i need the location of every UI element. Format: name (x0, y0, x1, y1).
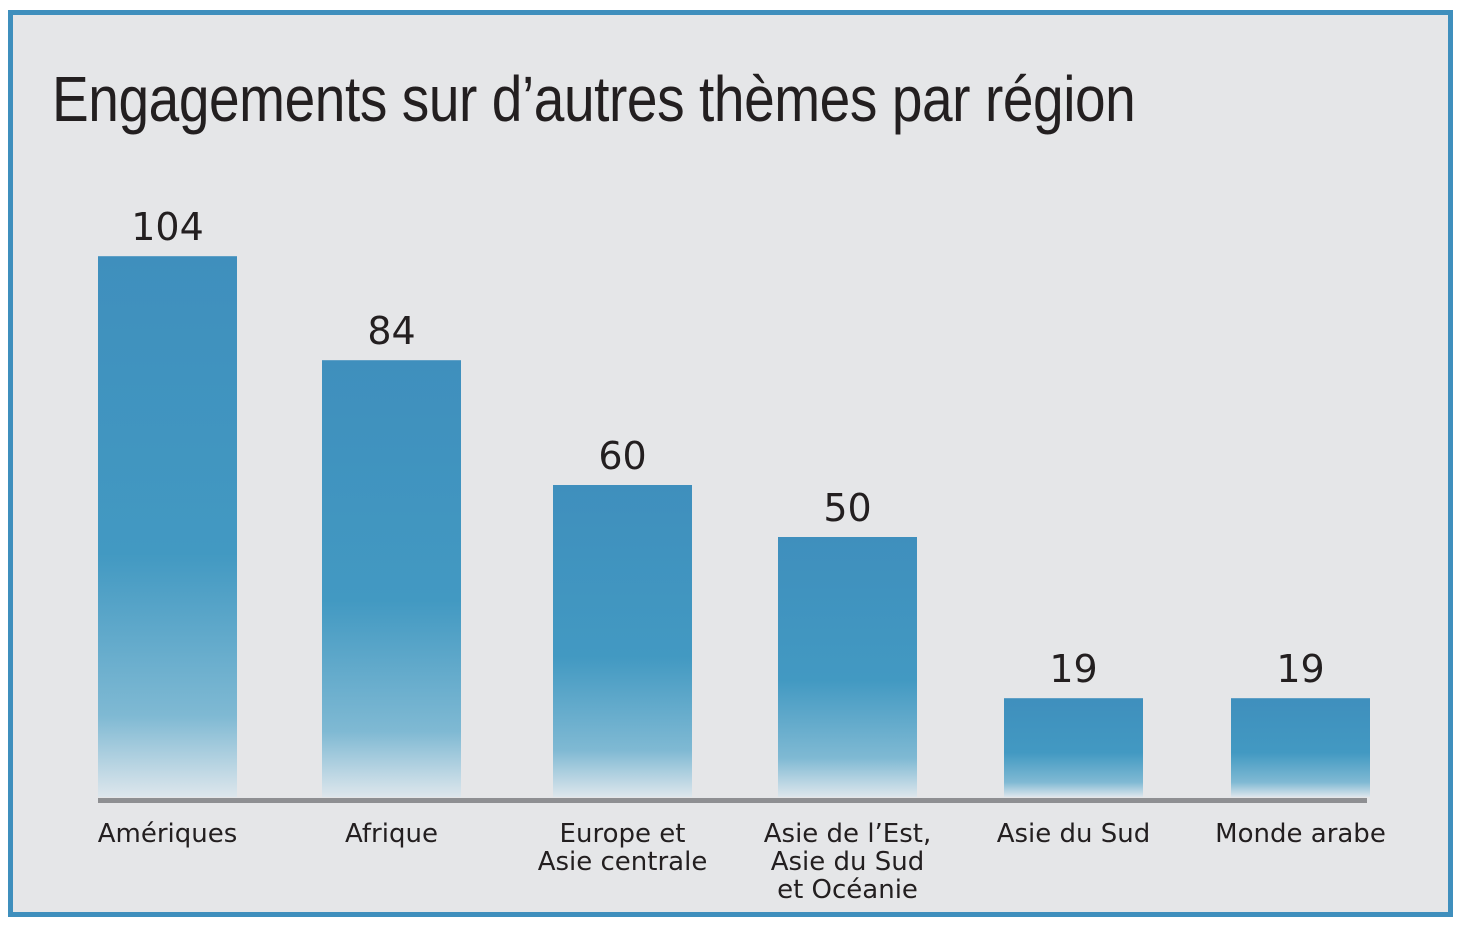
data-label: 104 (131, 205, 204, 249)
bar (778, 537, 917, 797)
x-axis-line (98, 798, 1367, 803)
category-label: Asie du Sud (997, 819, 1151, 849)
category-label: et Océanie (777, 875, 918, 905)
bar (553, 485, 692, 797)
data-label: 19 (1049, 647, 1097, 691)
data-label: 50 (823, 486, 871, 530)
chart-title: Engagements sur d’autres thèmes par régi… (52, 63, 1136, 135)
chart-frame (8, 10, 1453, 917)
bar (1004, 698, 1143, 797)
category-label: Asie de l’Est, (764, 819, 932, 849)
category-label: Europe et (560, 819, 686, 849)
bar (1231, 698, 1370, 797)
category-label: Asie du Sud (771, 847, 925, 877)
bar (322, 360, 461, 797)
category-label: Amériques (98, 819, 238, 849)
category-label: Afrique (345, 819, 438, 849)
data-label: 19 (1276, 647, 1324, 691)
category-label: Asie centrale (538, 847, 708, 877)
bar (98, 256, 237, 797)
data-label: 84 (367, 309, 415, 353)
category-label: Monde arabe (1215, 819, 1386, 849)
data-label: 60 (598, 434, 646, 478)
